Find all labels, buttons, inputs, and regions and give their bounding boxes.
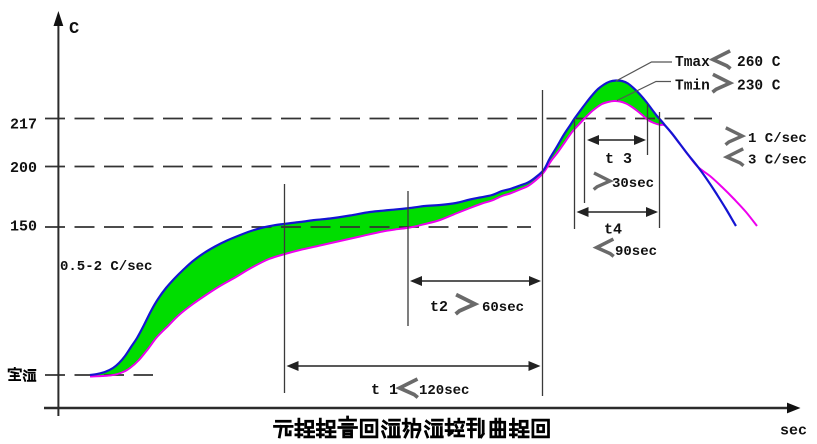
svg-text:90sec: 90sec — [615, 244, 657, 260]
svg-text:3 C/sec: 3 C/sec — [748, 153, 807, 169]
svg-text:200: 200 — [10, 160, 37, 177]
svg-text:1 C/sec: 1 C/sec — [748, 131, 807, 147]
svg-text:30sec: 30sec — [612, 176, 654, 192]
svg-text:150: 150 — [10, 219, 37, 236]
svg-text:C: C — [69, 20, 79, 39]
svg-text:120sec: 120sec — [419, 383, 469, 399]
svg-text:sec: sec — [780, 423, 807, 440]
svg-text:t4: t4 — [604, 222, 622, 239]
svg-text:t 1: t 1 — [371, 382, 398, 399]
svg-text:Tmax: Tmax — [675, 55, 710, 71]
svg-text:0.5-2 C/sec: 0.5-2 C/sec — [60, 259, 152, 275]
svg-text:t2: t2 — [430, 299, 448, 316]
svg-text:230 C: 230 C — [737, 79, 781, 95]
svg-text:217: 217 — [10, 117, 37, 134]
svg-text:260 C: 260 C — [737, 55, 781, 71]
svg-text:60sec: 60sec — [482, 300, 524, 316]
svg-text:t 3: t 3 — [605, 151, 632, 168]
svg-text:Tmin: Tmin — [675, 79, 710, 95]
